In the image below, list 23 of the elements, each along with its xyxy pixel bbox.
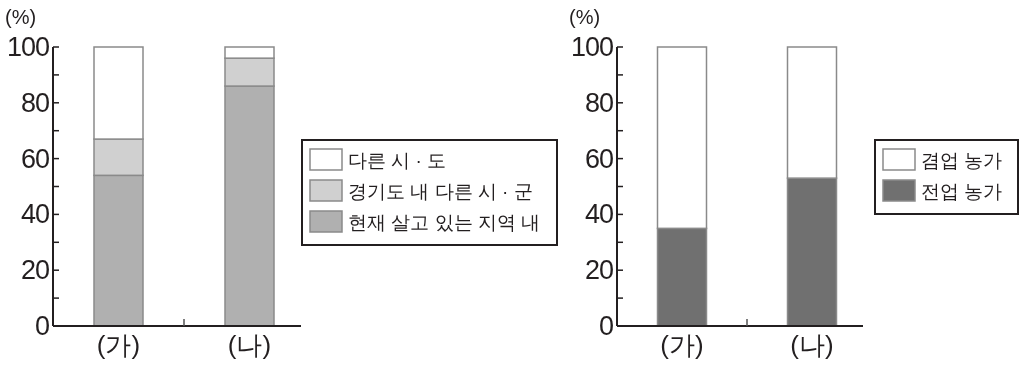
x-tick-label: (가) [96, 330, 141, 360]
y-tick-label: 100 [6, 32, 49, 62]
y-tick-label: 20 [20, 255, 49, 286]
y-tick-label: 80 [20, 87, 49, 118]
y-tick-label: 20 [584, 255, 613, 286]
x-tick-label: (나) [790, 330, 834, 360]
y-axis-title: (%) [5, 6, 37, 28]
x-tick-label: (가) [660, 330, 704, 360]
y-axis-title: (%) [569, 6, 601, 28]
y-tick-label: 0 [34, 311, 49, 341]
y-tick-label: 40 [584, 199, 613, 230]
x-tick-label: (나) [227, 330, 272, 360]
legend-label: 다른 시 · 도 [348, 150, 447, 171]
y-tick-label: 0 [598, 311, 613, 341]
legend-label: 경기도 내 다른 시 · 군 [348, 181, 533, 202]
y-tick-label: 60 [584, 143, 613, 174]
legend-label: 겸업 농가 [921, 150, 1003, 171]
y-tick-label: 40 [20, 199, 49, 230]
legend-label: 현재 살고 있는 지역 내 [348, 212, 541, 233]
y-tick-label: 100 [570, 32, 613, 62]
y-tick-label: 80 [584, 87, 613, 118]
y-tick-label: 60 [20, 143, 49, 174]
legend-label: 전업 농가 [921, 181, 1003, 202]
